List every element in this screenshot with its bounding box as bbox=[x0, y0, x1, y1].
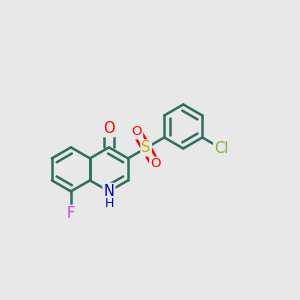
Text: F: F bbox=[67, 206, 75, 221]
Text: S: S bbox=[142, 140, 151, 155]
Text: Cl: Cl bbox=[214, 141, 229, 156]
Text: N: N bbox=[103, 184, 114, 199]
Text: O: O bbox=[132, 125, 142, 138]
Text: H: H bbox=[104, 197, 114, 210]
Text: O: O bbox=[103, 121, 115, 136]
Text: O: O bbox=[150, 158, 161, 170]
